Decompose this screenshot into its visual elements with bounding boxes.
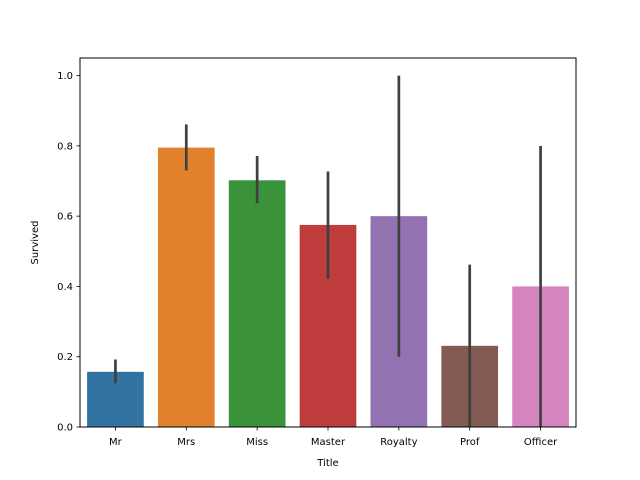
x-tick-label-royalty: Royalty	[380, 437, 417, 448]
x-tick-label-mrs: Mrs	[177, 437, 195, 448]
y-axis-label: Survived	[30, 221, 41, 265]
x-tick-label-master: Master	[311, 437, 346, 448]
x-tick-label-mr: Mr	[109, 437, 123, 448]
y-tick-label: 0.6	[57, 212, 73, 223]
x-axis-label: Title	[316, 458, 338, 469]
y-tick-label: 0.0	[57, 423, 73, 434]
bar-miss	[228, 180, 286, 427]
x-axis-ticks: Mr Mrs Miss Master Royalty Prof Officer	[109, 427, 558, 448]
error-bars-group	[114, 75, 542, 427]
bar-mrs	[157, 147, 215, 427]
x-tick-label-officer: Officer	[524, 437, 558, 448]
y-tick-label: 0.4	[57, 282, 73, 293]
x-tick-label-prof: Prof	[460, 437, 480, 448]
x-tick-label-miss: Miss	[246, 437, 268, 448]
y-axis-ticks: 0.0 0.2 0.4 0.6 0.8 1.0	[57, 71, 80, 434]
y-tick-label: 1.0	[57, 71, 73, 82]
y-tick-label: 0.2	[57, 352, 73, 363]
y-tick-label: 0.8	[57, 141, 73, 152]
